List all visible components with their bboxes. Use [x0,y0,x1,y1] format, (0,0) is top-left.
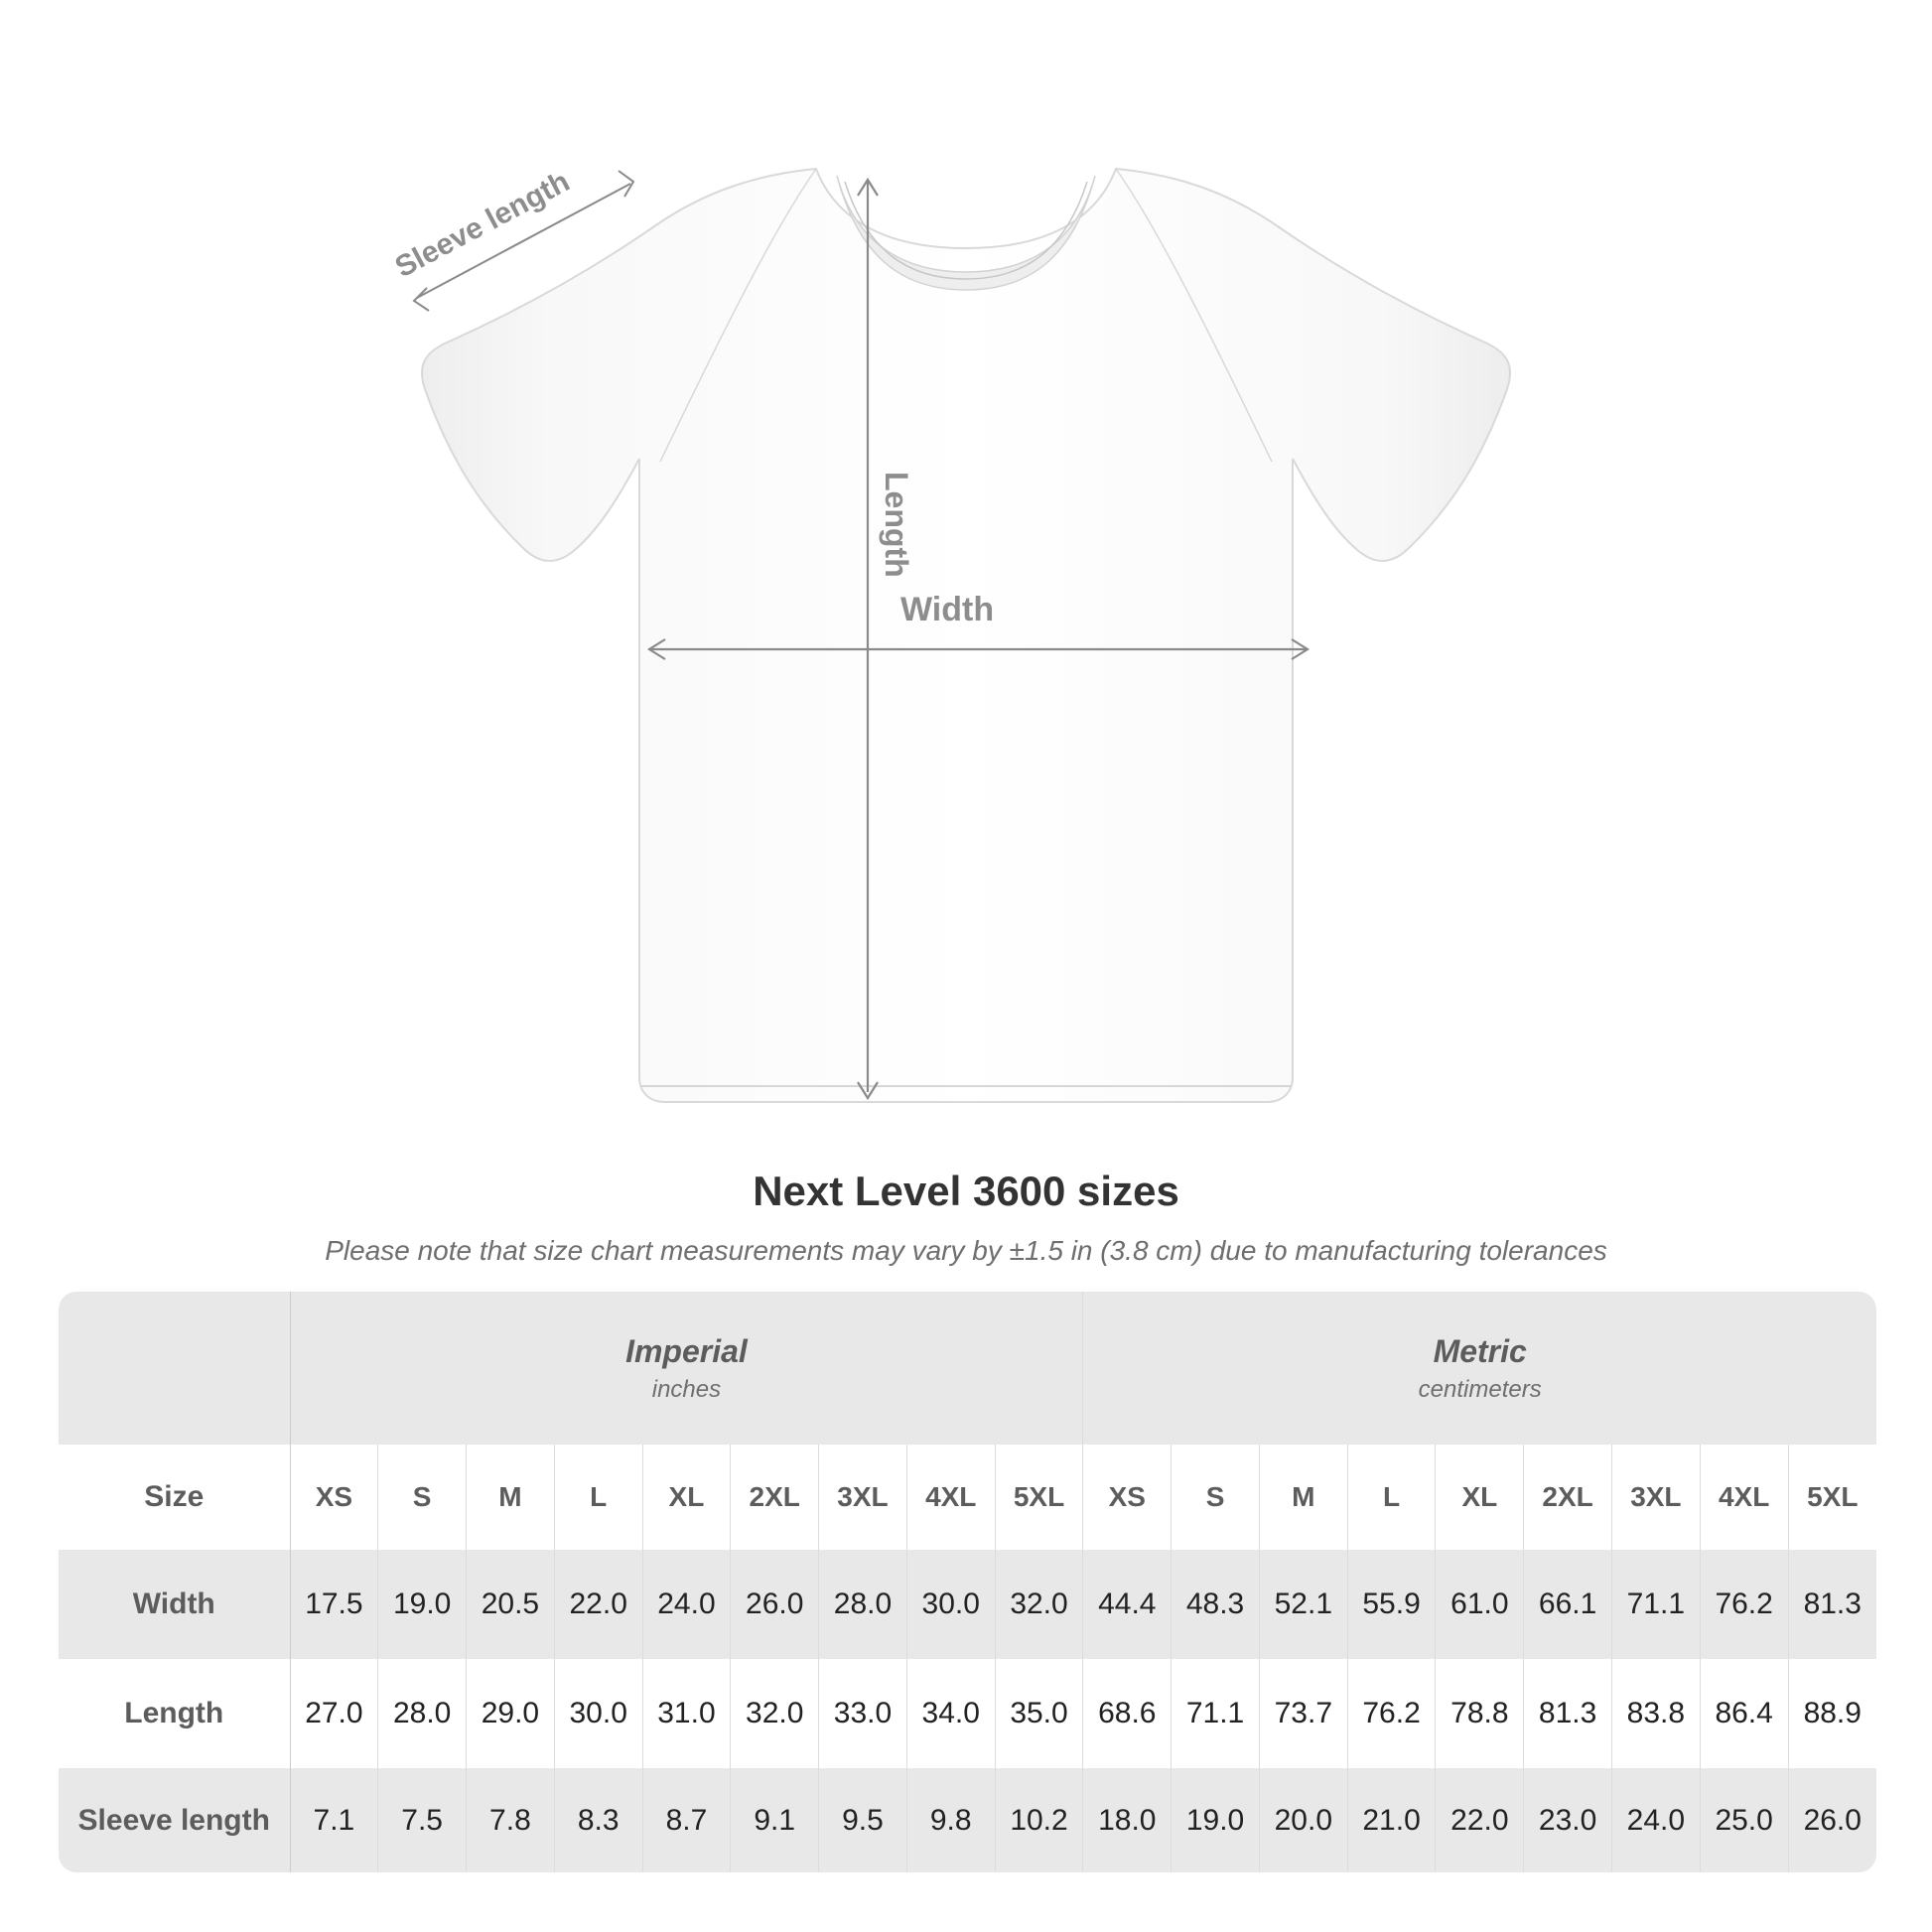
svg-text:Length: Length [879,472,914,578]
svg-text:Sleeve length: Sleeve length [390,165,575,284]
svg-text:Width: Width [900,591,994,628]
